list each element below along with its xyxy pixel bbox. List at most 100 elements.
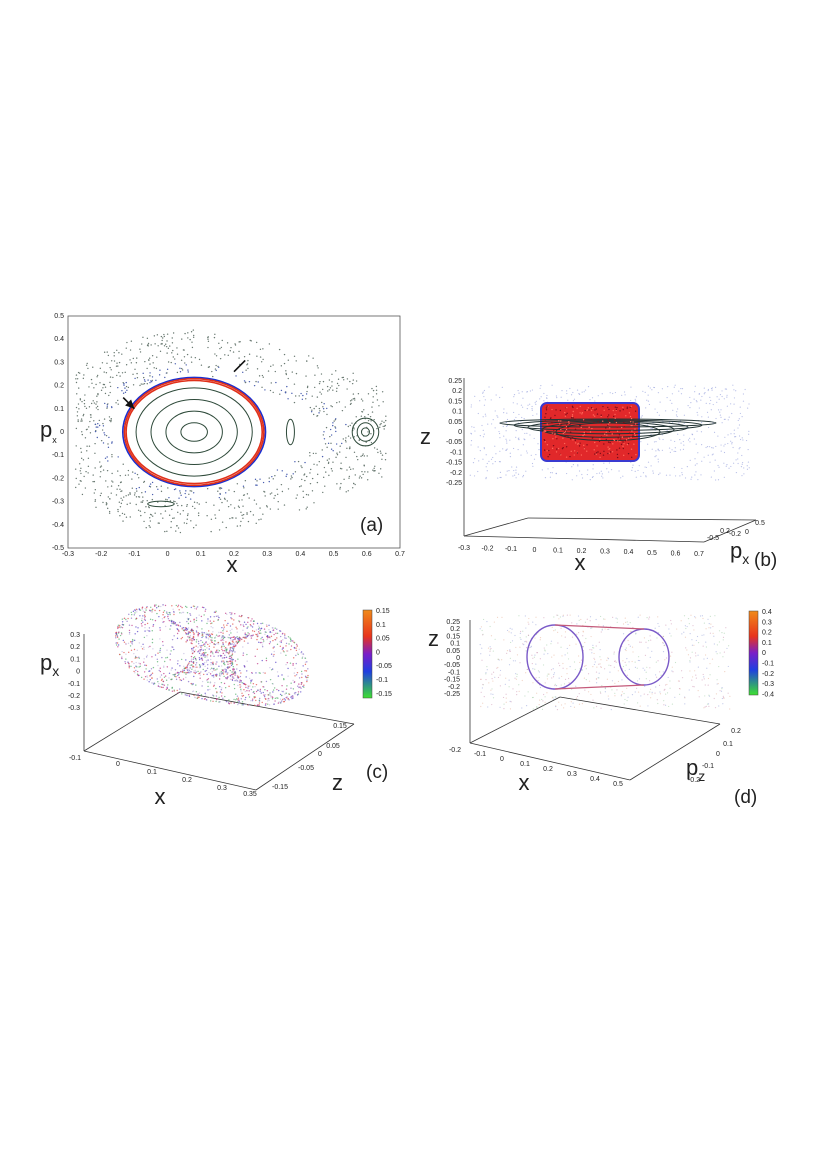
torus-point — [186, 694, 188, 697]
halo-point — [555, 705, 557, 708]
chaotic-point — [191, 341, 193, 343]
torus-point — [264, 704, 267, 706]
halo-point — [624, 670, 626, 672]
torus-point — [306, 661, 308, 663]
torus-point — [623, 443, 625, 445]
halo-point — [560, 627, 562, 629]
torus-point — [158, 669, 160, 672]
chaotic-point — [142, 500, 144, 502]
torus-point — [159, 647, 162, 650]
halo-point — [532, 414, 534, 417]
halo-point — [718, 630, 721, 632]
torus-point — [131, 638, 134, 641]
chaotic-point — [293, 355, 296, 357]
chaotic-point — [94, 489, 97, 491]
chaotic-point — [166, 368, 169, 371]
chaotic-point — [384, 458, 387, 461]
chaotic-point — [247, 359, 249, 362]
torus-point — [115, 632, 117, 635]
halo-point — [593, 652, 595, 655]
torus-point — [141, 648, 144, 650]
torus-point — [608, 430, 611, 433]
torus-point — [290, 648, 292, 651]
chaotic-point — [110, 492, 112, 494]
chaotic-point — [106, 507, 109, 510]
axes-3d — [463, 378, 757, 543]
torus-point — [125, 658, 127, 660]
halo-point — [720, 450, 722, 452]
torus-point — [187, 632, 190, 635]
halo-point — [684, 703, 686, 705]
halo-point — [595, 671, 598, 673]
halo-point — [479, 435, 481, 437]
torus-point — [128, 633, 131, 635]
halo-point — [517, 389, 519, 392]
torus-point — [589, 431, 592, 433]
chaotic-point — [99, 466, 102, 468]
halo-point — [707, 618, 709, 620]
chaotic-point — [85, 428, 88, 431]
torus-point — [178, 673, 180, 676]
halo-point — [505, 474, 507, 476]
chaotic-point — [115, 365, 118, 367]
torus-point — [270, 669, 273, 671]
halo-point — [709, 615, 711, 618]
halo-point — [601, 629, 603, 631]
halo-point — [709, 663, 711, 665]
torus-point — [286, 661, 289, 664]
torus-point — [301, 657, 303, 659]
torus-point — [118, 626, 120, 628]
halo-point — [576, 475, 578, 477]
halo-point — [509, 456, 512, 458]
halo-point — [560, 675, 563, 678]
torus-point — [287, 667, 289, 670]
torus-point — [134, 609, 136, 611]
halo-point — [627, 696, 629, 698]
halo-point — [553, 672, 556, 674]
torus-point — [231, 676, 234, 678]
torus-point — [114, 635, 117, 637]
halo-point — [648, 403, 651, 406]
chaotic-point — [192, 329, 195, 331]
halo-point — [701, 444, 703, 446]
chaotic-point — [349, 437, 352, 439]
torus-point — [136, 649, 139, 652]
chaotic-point — [267, 370, 270, 372]
halo-point — [509, 708, 512, 710]
torus-point — [141, 617, 143, 620]
halo-point — [499, 669, 502, 672]
halo-point — [521, 679, 523, 682]
chaotic-point — [93, 387, 95, 389]
torus-point — [195, 630, 198, 632]
halo-point — [672, 671, 674, 673]
halo-point — [505, 430, 507, 432]
torus-point — [199, 674, 202, 676]
halo-point — [517, 438, 519, 440]
halo-point — [719, 690, 721, 692]
halo-point — [668, 447, 671, 449]
torus-point — [221, 639, 224, 641]
chaotic-point — [223, 497, 226, 500]
chaotic-point — [277, 500, 279, 503]
halo-point — [714, 615, 716, 617]
halo-point — [664, 644, 666, 646]
halo-point — [642, 472, 645, 474]
annotation-arrows — [122, 359, 246, 410]
chaotic-point — [97, 393, 99, 395]
halo-point — [706, 667, 708, 669]
halo-point — [715, 651, 717, 653]
halo-point — [646, 399, 648, 401]
torus-point — [593, 421, 595, 424]
halo-point — [599, 691, 601, 693]
torus-point — [280, 652, 282, 654]
chaotic-point — [166, 340, 168, 342]
halo-point — [512, 447, 515, 450]
torus-point — [201, 631, 203, 634]
torus-point — [141, 625, 143, 627]
torus-point — [235, 636, 238, 638]
halo-point — [651, 389, 653, 391]
halo-point — [505, 425, 508, 427]
chaotic-point — [75, 378, 77, 380]
torus-point — [603, 409, 605, 412]
halo-point — [597, 395, 599, 397]
